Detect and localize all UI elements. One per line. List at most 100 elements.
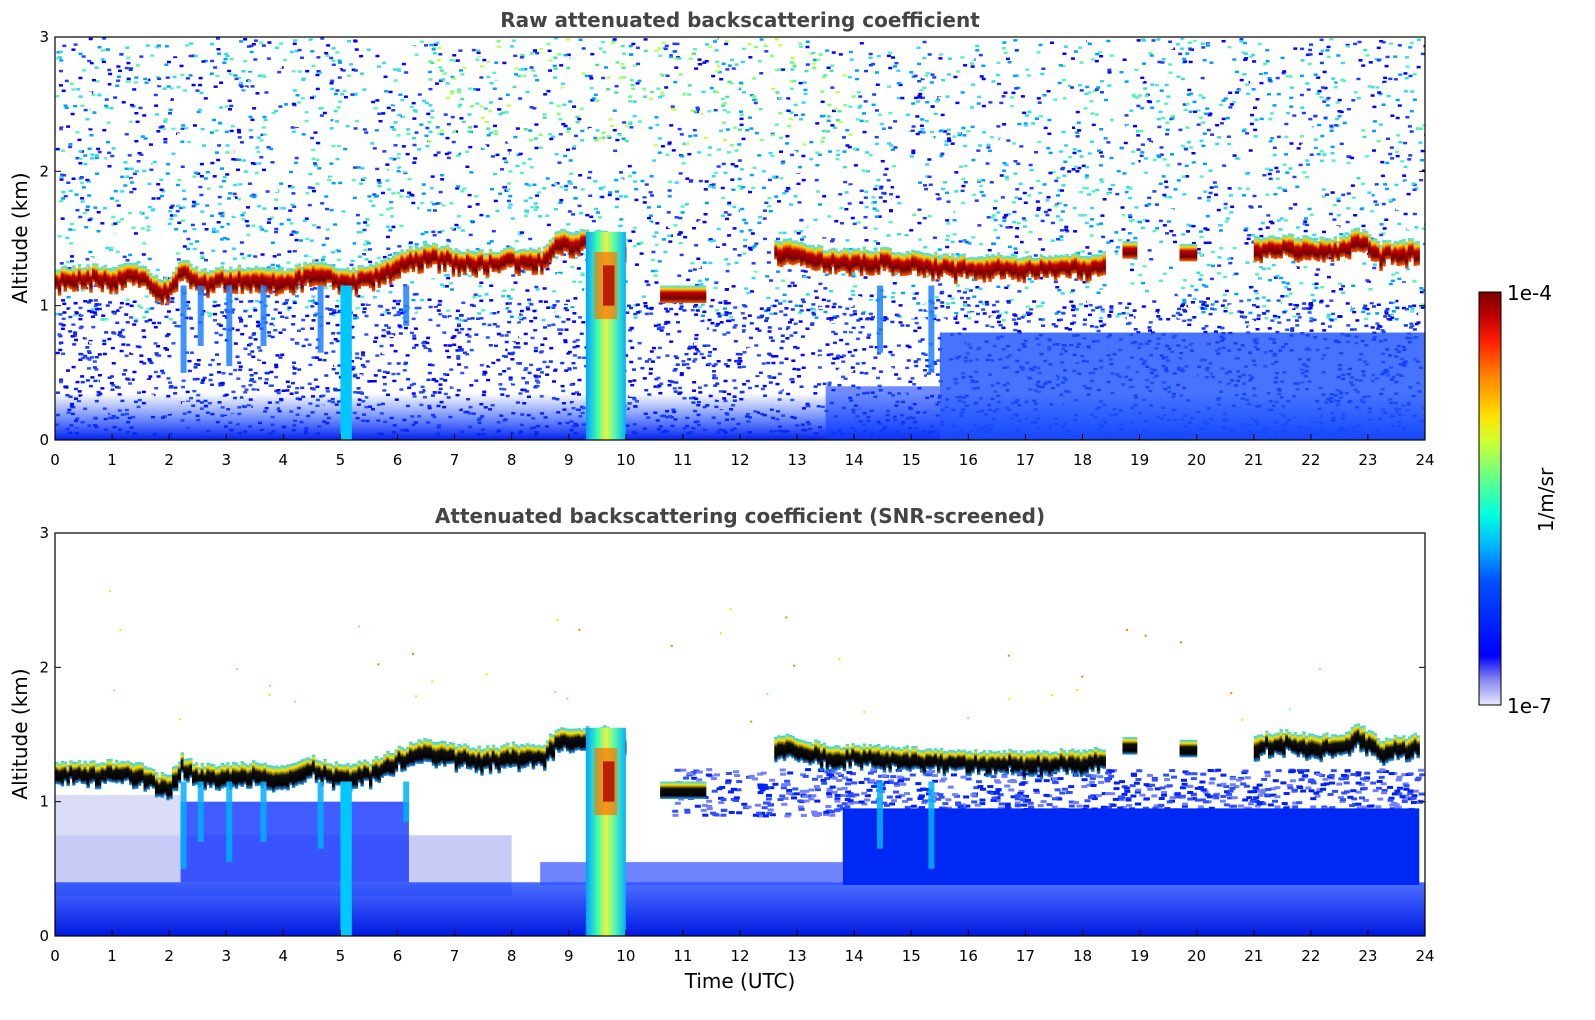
noise-pixel: [1205, 228, 1210, 231]
noise-pixel: [1250, 94, 1255, 98]
noise-pixel: [120, 175, 125, 179]
noise-pixel: [325, 54, 330, 58]
noise-pixel: [727, 213, 732, 216]
noise-pixel: [1234, 70, 1239, 74]
noise-pixel: [170, 204, 175, 208]
noise-pixel: [938, 283, 943, 286]
noise-pixel: [881, 191, 886, 195]
noise-pixel: [152, 162, 157, 165]
noise-pixel: [1288, 292, 1293, 295]
noise-pixel: [87, 218, 92, 222]
noise-pixel: [542, 287, 547, 290]
noise-pixel: [667, 234, 672, 237]
noise-pixel: [598, 187, 603, 191]
noise-pixel: [69, 247, 74, 251]
noise-pixel: [302, 219, 307, 223]
noise-pixel: [1161, 291, 1166, 295]
noise-pixel: [1341, 193, 1346, 197]
noise-pixel: [623, 195, 628, 198]
noise-pixel: [587, 132, 592, 136]
noise-pixel: [714, 281, 719, 284]
noise-pixel: [575, 230, 580, 234]
noise-pixel: [536, 230, 541, 234]
noise-pixel: [1350, 184, 1355, 187]
noise-pixel: [1303, 217, 1308, 220]
noise-pixel: [282, 45, 287, 49]
noise-pixel: [1251, 88, 1256, 91]
noise-pixel: [918, 92, 923, 96]
noise-pixel: [350, 93, 355, 96]
noise-pixel: [261, 74, 266, 77]
noise-pixel: [190, 223, 195, 227]
noise-pixel: [990, 187, 995, 191]
noise-pixel: [886, 139, 891, 142]
noise-pixel: [874, 109, 879, 112]
noise-pixel: [1087, 42, 1092, 46]
noise-pixel: [711, 146, 716, 150]
noise-pixel: [732, 227, 737, 230]
noise-pixel: [291, 130, 296, 133]
noise-pixel: [1203, 241, 1208, 245]
noise-pixel: [398, 219, 403, 222]
noise-pixel: [1012, 313, 1017, 316]
noise-pixel: [690, 109, 695, 112]
noise-pixel: [1186, 93, 1191, 96]
noise-pixel: [768, 125, 773, 129]
noise-pixel: [585, 213, 590, 217]
noise-pixel: [1309, 265, 1314, 269]
noise-pixel: [1388, 152, 1393, 156]
noise-pixel: [1225, 217, 1230, 220]
noise-pixel: [220, 262, 225, 265]
noise-pixel: [128, 309, 133, 312]
noise-pixel: [830, 240, 835, 243]
noise-pixel: [1268, 117, 1273, 121]
noise-pixel: [1084, 92, 1089, 96]
noise-pixel: [632, 171, 637, 174]
noise-pixel: [182, 197, 187, 201]
noise-pixel: [665, 153, 670, 157]
noise-pixel: [673, 130, 678, 133]
noise-pixel: [188, 103, 193, 106]
panel-title: Raw attenuated backscattering coefficien…: [500, 8, 980, 32]
noise-pixel: [795, 177, 800, 180]
noise-pixel: [874, 71, 879, 74]
noise-pixel: [319, 158, 324, 162]
noise-pixel: [1319, 149, 1324, 153]
noise-pixel: [172, 75, 177, 79]
noise-pixel: [174, 41, 179, 44]
noise-pixel: [364, 59, 369, 62]
noise-pixel: [251, 56, 256, 60]
noise-pixel: [660, 91, 665, 94]
noise-pixel: [138, 175, 143, 178]
noise-pixel: [864, 190, 869, 194]
noise-pixel: [799, 218, 804, 222]
noise-pixel: [1059, 318, 1064, 322]
noise-pixel: [560, 82, 565, 86]
noise-pixel: [1173, 228, 1178, 231]
noise-pixel: [89, 213, 94, 217]
noise-pixel: [100, 57, 105, 61]
noise-pixel: [922, 56, 927, 60]
noise-pixel: [128, 120, 133, 123]
noise-pixel: [428, 104, 433, 107]
noise-pixel: [125, 122, 130, 126]
noise-pixel: [932, 76, 937, 79]
noise-pixel: [1077, 127, 1082, 131]
noise-pixel: [364, 99, 369, 102]
noise-pixel: [570, 56, 575, 59]
noise-pixel: [1155, 83, 1160, 87]
noise-pixel: [236, 128, 241, 132]
noise-pixel: [315, 138, 320, 142]
noise-pixel: [1269, 306, 1274, 310]
noise-pixel: [722, 102, 727, 105]
noise-pixel: [397, 166, 402, 169]
noise-pixel: [1259, 72, 1264, 76]
noise-pixel: [1172, 233, 1177, 237]
noise-pixel: [724, 42, 729, 46]
noise-pixel: [1234, 292, 1239, 296]
noise-pixel: [832, 193, 837, 196]
noise-pixel: [233, 196, 238, 199]
noise-pixel: [1145, 202, 1150, 206]
noise-pixel: [432, 202, 437, 206]
noise-pixel: [1074, 125, 1079, 129]
